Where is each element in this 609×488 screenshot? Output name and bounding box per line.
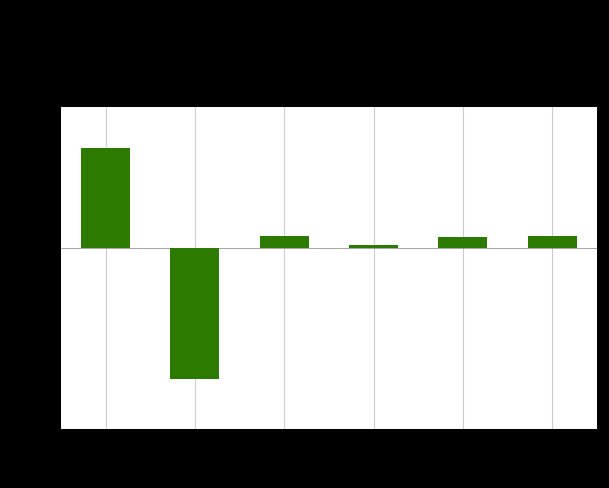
Bar xyxy=(349,245,398,248)
Bar xyxy=(171,248,219,379)
Bar xyxy=(81,147,130,248)
Bar xyxy=(527,236,577,248)
Bar xyxy=(259,236,309,248)
Bar xyxy=(438,237,487,248)
